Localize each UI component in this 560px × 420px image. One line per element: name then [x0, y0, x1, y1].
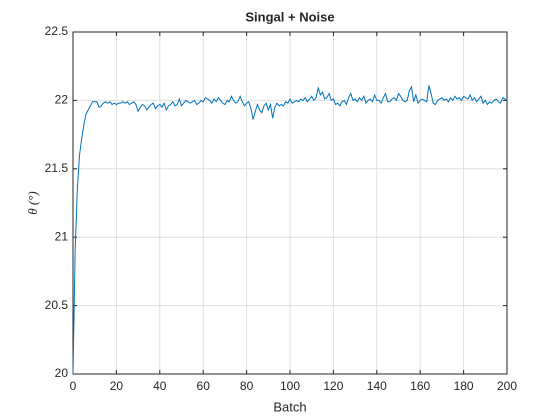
line-series	[72, 85, 508, 375]
x-tick-label: 100	[280, 379, 300, 393]
x-tick-label: 0	[70, 379, 77, 393]
x-tick-label: 60	[197, 379, 211, 393]
y-tick-label: 20	[55, 366, 69, 380]
y-tick-label: 21.5	[45, 161, 69, 175]
y-tick-label: 22	[55, 93, 69, 107]
chart-title: Singal + Noise	[245, 9, 334, 24]
y-tick-label: 20.5	[45, 298, 69, 312]
x-tick-label: 20	[110, 379, 124, 393]
y-axis-label: θ (°)	[25, 191, 40, 215]
axes-box	[72, 31, 508, 375]
y-tick-label: 21	[55, 229, 69, 243]
x-tick-label: 200	[497, 379, 517, 393]
x-axis-label: Batch	[273, 399, 306, 414]
x-tick-label: 40	[153, 379, 167, 393]
x-tick-label: 140	[367, 379, 387, 393]
x-tick-label: 80	[240, 379, 254, 393]
x-tick-label: 180	[454, 379, 474, 393]
y-tick-label: 22.5	[45, 24, 69, 38]
x-tick-label: 160	[410, 379, 430, 393]
x-tick-label: 120	[323, 379, 343, 393]
